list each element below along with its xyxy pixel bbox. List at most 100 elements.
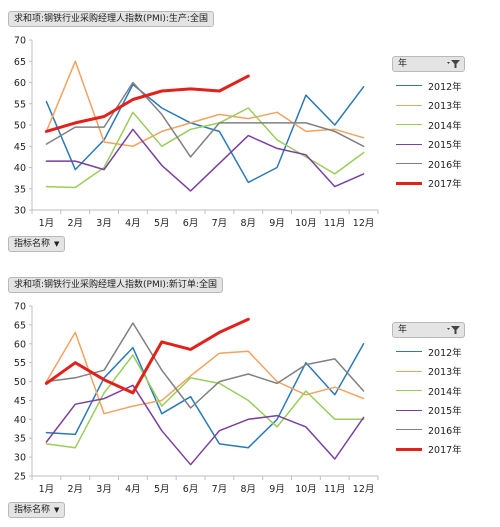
legend-label: 2013年 [428,101,462,113]
y-tick-label: 65 [14,320,26,331]
y-tick-label: 60 [14,339,26,350]
y-tick-label: 55 [14,99,26,110]
pmi-production-chart: 求和项:钢铁行业采购经理人指数(PMI):生产:全国 30 35 40 45 50 55 6… [0,0,500,262]
legend: 年 2012年 2013年 2014年 2015年 2016年 2017年 [392,322,492,459]
legend-item: 2015年 [392,135,492,155]
value-field-button[interactable]: 求和项:钢铁行业采购经理人指数(PMI):生产:全国 [8,11,214,27]
series-line-2017年 [44,317,250,395]
legend-label: 2016年 [428,159,462,171]
x-tick-label: 9月 [269,484,285,495]
legend-swatch [396,104,422,106]
legend-swatch [396,163,422,165]
legend-swatch [396,143,422,145]
legend-item: 2013年 [392,96,492,116]
series-line-2015年 [45,128,365,192]
x-tick-label: 5月 [154,218,170,229]
legend-label: 2015年 [428,406,462,418]
y-tick-label: 30 [14,206,26,217]
y-tick-label: 50 [14,377,26,388]
y-tick-label: 25 [14,472,26,483]
dropdown-arrow-icon: ▼ [54,240,60,248]
y-tick-label: 35 [14,184,26,195]
x-tick-label: 1月 [39,484,55,495]
x-tick-label: 12月 [353,218,375,229]
y-tick-label: 55 [14,358,26,369]
pmi-new-orders-chart: 求和项:钢铁行业采购经理人指数(PMI):新订单:全国 25 30 35 40 45 50… [0,266,500,527]
x-tick-label: 6月 [183,218,199,229]
legend-items: 2012年 2013年 2014年 2015年 2016年 2017年 [392,76,492,193]
x-tick-label: 12月 [353,484,375,495]
x-tick-label: 9月 [269,218,285,229]
legend-swatch [396,447,422,451]
y-tick-label: 70 [14,36,26,47]
legend-field-label: 年 [398,325,408,335]
filter-dropdown-icon[interactable] [447,59,461,69]
series-line-2014年 [45,354,365,449]
legend-swatch [396,85,422,87]
y-tick-label: 50 [14,121,26,132]
row-field-button[interactable]: 指标名称 ▼ [8,236,66,252]
series-line-2017年 [44,74,250,133]
x-tick-label: 11月 [324,218,346,229]
value-field-label: 求和项:钢铁行业采购经理人指数(PMI):新订单:全国 [14,280,217,290]
legend-item: 2014年 [392,381,492,401]
legend-swatch [396,429,422,431]
value-field-button[interactable]: 求和项:钢铁行业采购经理人指数(PMI):新订单:全国 [8,277,223,293]
legend-label: 2014年 [428,386,462,398]
series-line-2012年 [45,343,365,449]
legend-label: 2017年 [428,445,462,457]
y-tick-label: 60 [14,78,26,89]
legend-item: 2013年 [392,362,492,382]
x-tick-label: 2月 [67,218,83,229]
x-tick-label: 4月 [125,484,141,495]
legend-swatch [396,390,422,392]
x-tick-label: 7月 [212,218,228,229]
row-field-label: 指标名称 [14,505,51,515]
legend-label: 2012年 [428,81,462,93]
y-tick-label: 40 [14,163,26,174]
x-tick-label: 10月 [295,484,317,495]
series-line-2012年 [45,83,365,184]
value-field-label: 求和项:钢铁行业采购经理人指数(PMI):生产:全国 [14,14,208,24]
y-tick-label: 45 [14,142,26,153]
series-line-2016年 [45,81,365,158]
x-tick-label: 10月 [295,218,317,229]
series-line-2016年 [45,322,365,409]
legend-field-button[interactable]: 年 [392,322,465,338]
legend-item: 2014年 [392,115,492,135]
y-tick-label: 45 [14,396,26,407]
x-tick-label: 7月 [212,484,228,495]
chart-plot: 25 30 35 40 45 50 55 60 65 70 1月 2月 3月 4月 5月 6月 7月 8月 9月 10… [14,302,379,495]
x-tick-label: 8月 [240,484,256,495]
y-tick-label: 70 [14,302,26,313]
legend-label: 2017年 [428,179,462,191]
chart-plot: 30 35 40 45 50 55 60 65 70 1月 2月 3月 4月 5月 6月 7月 8月 9月 10月 1… [14,36,379,229]
y-tick-label: 35 [14,434,26,445]
series-line-2015年 [45,384,365,466]
legend-items: 2012年 2013年 2014年 2015年 2016年 2017年 [392,342,492,459]
x-tick-label: 8月 [240,218,256,229]
legend-field-label: 年 [398,59,408,69]
legend-item: 2012年 [392,76,492,96]
x-tick-label: 2月 [67,484,83,495]
legend-swatch [396,409,422,411]
row-field-button[interactable]: 指标名称 ▼ [8,502,66,518]
legend-swatch [396,181,422,185]
legend-swatch [396,124,422,126]
legend-label: 2016年 [428,425,462,437]
legend-label: 2012年 [428,347,462,359]
filter-dropdown-icon[interactable] [447,325,461,335]
legend-item: 2016年 [392,154,492,174]
row-field-label: 指标名称 [14,239,51,249]
legend-item: 2015年 [392,401,492,421]
x-tick-label: 5月 [154,484,170,495]
x-tick-label: 3月 [96,218,112,229]
x-tick-label: 4月 [125,218,141,229]
legend-item: 2017年 [392,174,492,194]
legend: 年 2012年 2013年 2014年 2015年 2016年 2017年 [392,56,492,193]
legend-swatch [396,351,422,353]
legend-field-button[interactable]: 年 [392,56,465,72]
legend-item: 2017年 [392,440,492,460]
x-tick-label: 1月 [39,218,55,229]
legend-label: 2014年 [428,120,462,132]
